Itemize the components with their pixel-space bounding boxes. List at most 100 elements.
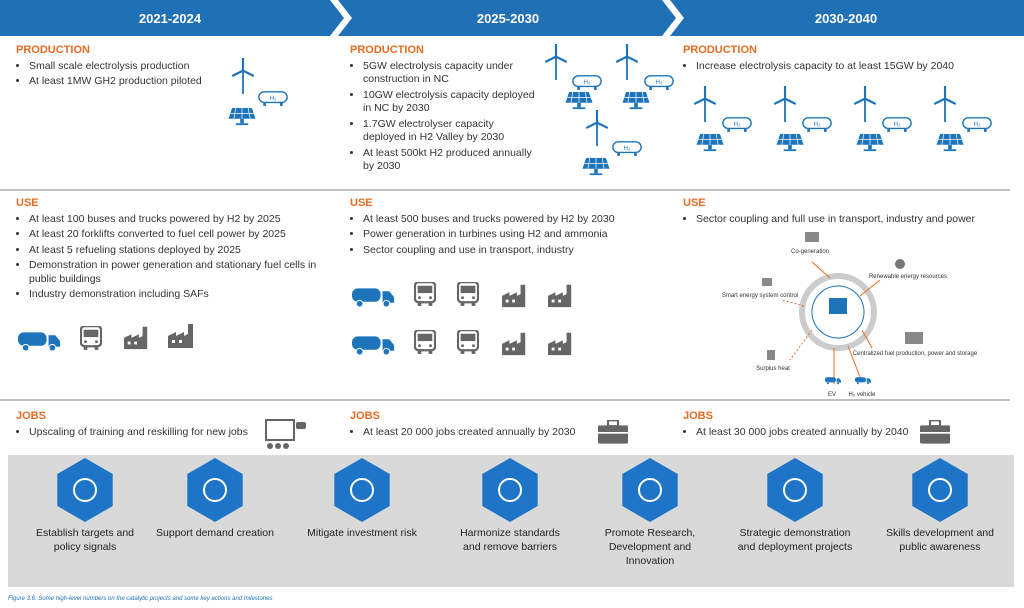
toolbox-icon <box>920 420 950 444</box>
turbine-icon <box>545 44 567 80</box>
icon <box>905 332 923 344</box>
flow-arrow <box>811 261 831 279</box>
bullet-list: At least 30 000 jobs created annually by… <box>683 426 923 440</box>
flow-arrow <box>861 329 873 349</box>
jobs-block: JOBS Upscaling of training and reskilling… <box>16 410 266 441</box>
bullet-item: Small scale electrolysis production <box>29 60 231 74</box>
action-glyph <box>73 478 97 502</box>
bullet-list: 5GW electrolysis capacity under construc… <box>350 60 535 174</box>
action-glyph <box>638 478 662 502</box>
board-icon <box>265 419 295 441</box>
factory-icon <box>168 324 193 348</box>
factory-icon <box>502 284 526 308</box>
tank-label: H₂ <box>656 80 663 86</box>
bullet-list: Sector coupling and full use in transpor… <box>683 213 1003 227</box>
action-label: Strategic demonstration and deployment p… <box>737 527 853 553</box>
bus-icon <box>80 326 102 350</box>
tank-label: H₂ <box>584 80 591 86</box>
action-label: Harmonize standards and remove barriers <box>460 527 560 553</box>
section-heading: JOBS <box>350 410 380 422</box>
h2-vehicle-icon <box>855 377 871 385</box>
section-heading: JOBS <box>683 410 713 422</box>
solar-icon <box>582 158 610 176</box>
bullet-item: Upscaling of training and reskilling for… <box>29 426 266 440</box>
icon <box>767 350 775 360</box>
ev-icon <box>825 377 841 385</box>
bullet-list: Increase electrolysis capacity to at lea… <box>683 60 1003 74</box>
bullet-item: Increase electrolysis capacity to at lea… <box>696 60 1003 74</box>
action-hexagon <box>57 458 113 522</box>
diagram-label: H₂ vehicle <box>848 392 876 398</box>
turbine-icon <box>586 110 608 146</box>
bullet-item: 10GW electrolysis capacity deployed in N… <box>363 89 535 116</box>
flow-arrow <box>789 329 813 361</box>
solar-icon <box>228 108 256 126</box>
diagram-label: Centralized fuel production, power and s… <box>853 351 978 357</box>
period-label: 2030-2040 <box>815 11 877 26</box>
section-heading: USE <box>16 197 39 209</box>
action-label: Promote Research, Development and Innova… <box>604 527 696 567</box>
action-hexagon <box>622 458 678 522</box>
solar-icon <box>776 134 804 152</box>
diagram-label: Smart energy system control <box>722 293 798 299</box>
period-label: 2021-2024 <box>139 11 202 26</box>
bullet-item: At least 20 forklifts converted to fuel … <box>29 228 326 242</box>
icon <box>762 278 772 286</box>
bullet-list: Small scale electrolysis productionAt le… <box>16 60 231 89</box>
bus-icon <box>414 282 436 306</box>
solar-icon <box>622 92 650 110</box>
turbine-icon <box>854 86 876 122</box>
use-block: USE At least 100 buses and trucks powered… <box>16 197 326 304</box>
header-chevron <box>338 0 676 36</box>
bullet-list: At least 100 buses and trucks powered by… <box>16 213 326 302</box>
action-hexagon <box>482 458 538 522</box>
bullet-item: Sector coupling and use in transport, in… <box>363 244 650 258</box>
bullet-item: At least 500kt H2 produced annually by 2… <box>363 147 535 174</box>
production-block: PRODUCTION Increase electrolysis capacity… <box>683 44 1003 75</box>
production-block: PRODUCTION 5GW electrolysis capacity unde… <box>350 44 535 176</box>
use-block: USE At least 500 buses and trucks powered… <box>350 197 650 259</box>
truck-icon <box>352 335 394 356</box>
person-icon <box>275 443 281 449</box>
bullet-item: At least 5 refueling stations deployed b… <box>29 244 326 258</box>
factory-icon <box>548 284 572 308</box>
action-label: Support demand creation <box>156 527 274 539</box>
hub-ring <box>799 273 877 351</box>
icon <box>805 232 819 242</box>
turbine-icon <box>616 44 638 80</box>
action-glyph <box>350 478 374 502</box>
bullet-item: Power generation in turbines using H2 an… <box>363 228 650 242</box>
person-icon <box>283 443 289 449</box>
bullet-item: 1.7GW electrolyser capacity deployed in … <box>363 118 535 145</box>
turbine-icon <box>774 86 796 122</box>
turbine-icon <box>694 86 716 122</box>
bullet-item: Industry demonstration including SAFs <box>29 288 326 302</box>
flow-arrow <box>859 279 881 297</box>
action-hexagon <box>767 458 823 522</box>
action-glyph <box>783 478 807 502</box>
bullet-item: At least 100 buses and trucks powered by… <box>29 213 326 227</box>
action-hexagon <box>334 458 390 522</box>
section-heading: USE <box>683 197 706 209</box>
bullet-list: At least 500 buses and trucks powered by… <box>350 213 650 258</box>
action-hexagon <box>912 458 968 522</box>
bullet-item: At least 1MW GH2 production piloted <box>29 75 231 89</box>
header-chevron <box>670 0 1024 36</box>
diagram-label: Renewable energy resources <box>869 274 947 280</box>
bus-icon <box>414 330 436 354</box>
solar-icon <box>936 134 964 152</box>
period-label: 2025-2030 <box>477 11 539 26</box>
tank-label: H₂ <box>814 122 821 128</box>
tank-label: H₂ <box>624 146 631 152</box>
jobs-block: JOBS At least 20 000 jobs created annuall… <box>350 410 590 441</box>
truck-icon <box>352 287 394 308</box>
bullet-item: At least 20 000 jobs created annually by… <box>363 426 590 440</box>
section-heading: PRODUCTION <box>350 44 424 56</box>
tank-label: H₂ <box>974 122 981 128</box>
action-label: Establish targets and policy signals <box>35 527 135 553</box>
action-label: Mitigate investment risk <box>307 527 417 539</box>
bus-icon <box>457 330 479 354</box>
action-label: Skills development and public awareness <box>886 527 994 553</box>
factory-icon <box>124 326 148 350</box>
